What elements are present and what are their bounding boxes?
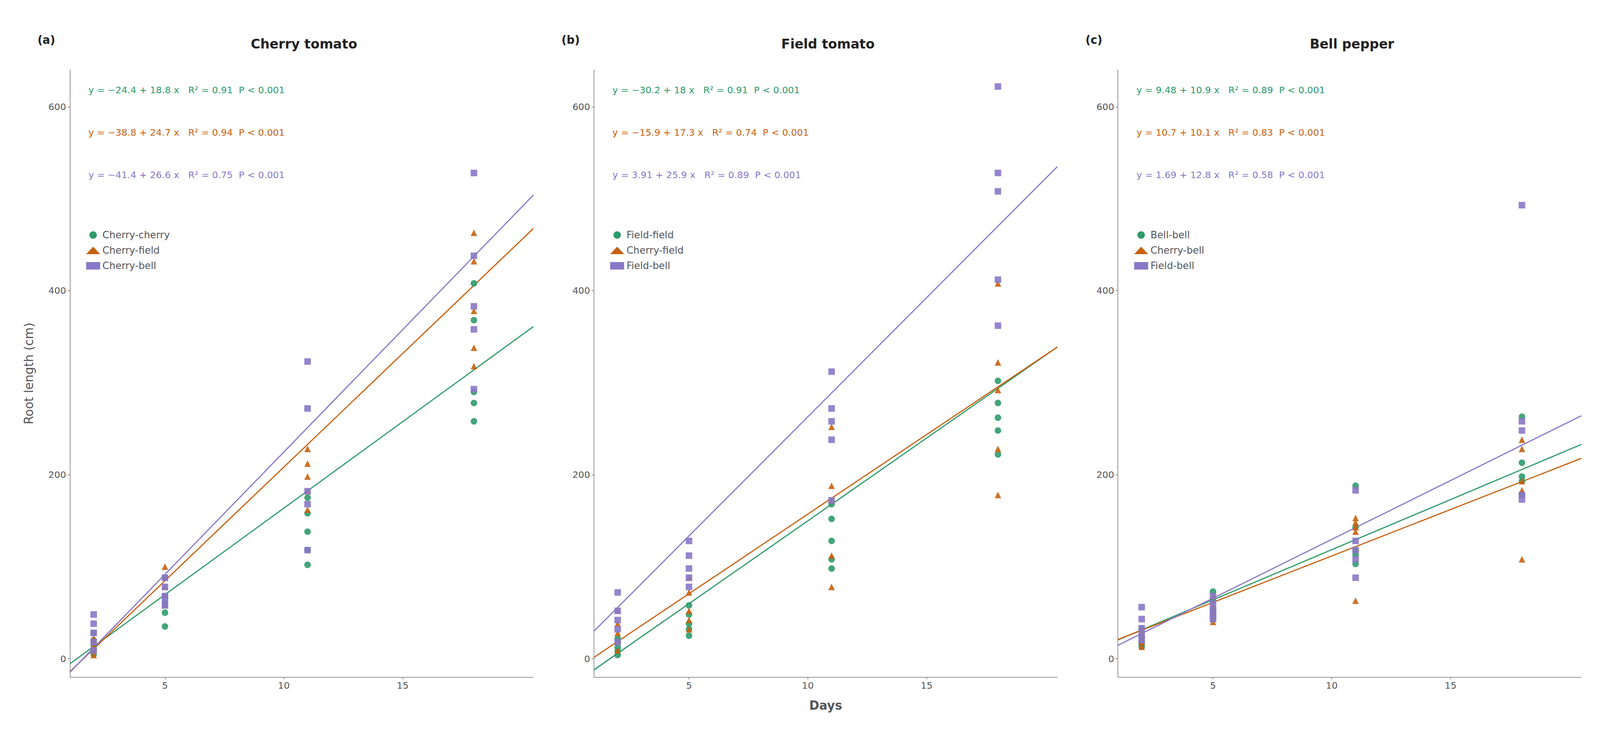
svg-text:y = 1.69 + 12.8 x R² = 0.58: y = 1.69 + 12.8 x R² = 0.58 P < 0.001: [1136, 169, 1326, 181]
svg-text:y = 10.7 + 10.1 x R² = 0.83: y = 10.7 + 10.1 x R² = 0.83 P < 0.001: [1136, 126, 1326, 138]
svg-text:(b): (b): [561, 33, 580, 47]
svg-text:Cherry-field: Cherry-field: [102, 244, 160, 256]
svg-text:Cherry tomato: Cherry tomato: [250, 36, 358, 52]
svg-text:600: 600: [48, 101, 67, 113]
svg-text:Bell-bell: Bell-bell: [1150, 229, 1190, 241]
svg-text:y = −24.4 + 18.8 x R² = 0.91: y = −24.4 + 18.8 x R² = 0.91 P < 0.001: [88, 84, 285, 96]
svg-text:y = 9.48 + 10.9 x R² = 0.89: y = 9.48 + 10.9 x R² = 0.89 P < 0.001: [1136, 84, 1326, 96]
svg-text:Cherry-bell: Cherry-bell: [102, 260, 157, 272]
svg-text:200: 200: [572, 468, 591, 481]
svg-text:10: 10: [802, 679, 814, 691]
svg-text:10: 10: [1325, 679, 1338, 691]
svg-text:0: 0: [1108, 652, 1115, 665]
svg-text:Field tomato: Field tomato: [781, 36, 875, 52]
svg-text:y = 3.91 + 25.9 x R² = 0.89: y = 3.91 + 25.9 x R² = 0.89 P < 0.001: [612, 169, 802, 181]
svg-text:y = −41.4 + 26.6 x R² = 0.75: y = −41.4 + 26.6 x R² = 0.75 P < 0.001: [88, 169, 285, 181]
svg-text:Cherry-cherry: Cherry-cherry: [102, 229, 171, 241]
svg-text:400: 400: [1096, 284, 1114, 296]
svg-text:10: 10: [277, 679, 290, 691]
svg-text:(c): (c): [1085, 33, 1103, 47]
svg-text:200: 200: [1096, 468, 1114, 481]
svg-text:400: 400: [48, 284, 67, 296]
svg-text:600: 600: [1096, 101, 1114, 113]
svg-text:Cherry-bell: Cherry-bell: [1150, 244, 1204, 256]
svg-text:15: 15: [1444, 679, 1457, 691]
svg-text:(a): (a): [37, 33, 55, 47]
svg-text:Cherry-field: Cherry-field: [626, 244, 684, 256]
svg-text:y = −15.9 + 17.3 x R² = 0.74: y = −15.9 + 17.3 x R² = 0.74 P < 0.001: [612, 126, 809, 138]
svg-text:Root length (cm): Root length (cm): [21, 322, 36, 425]
svg-text:Field-bell: Field-bell: [626, 260, 671, 272]
svg-text:y = −30.2 + 18 x R² = 0.91: y = −30.2 + 18 x R² = 0.91 P < 0.001: [612, 84, 800, 96]
svg-text:200: 200: [48, 468, 67, 481]
svg-text:5: 5: [162, 679, 169, 691]
svg-text:Field-bell: Field-bell: [1150, 260, 1195, 272]
svg-text:0: 0: [584, 652, 591, 665]
svg-text:Field-field: Field-field: [626, 229, 674, 241]
svg-text:5: 5: [686, 679, 693, 691]
svg-text:Bell pepper: Bell pepper: [1309, 36, 1394, 52]
svg-text:0: 0: [60, 652, 67, 665]
svg-text:15: 15: [396, 679, 409, 691]
svg-text:5: 5: [1209, 679, 1216, 691]
svg-text:Days: Days: [809, 698, 843, 713]
svg-text:y = −38.8 + 24.7 x R² = 0.94: y = −38.8 + 24.7 x R² = 0.94 P < 0.001: [88, 126, 285, 138]
svg-text:15: 15: [920, 679, 933, 691]
svg-text:600: 600: [572, 101, 591, 113]
svg-text:400: 400: [572, 284, 591, 296]
